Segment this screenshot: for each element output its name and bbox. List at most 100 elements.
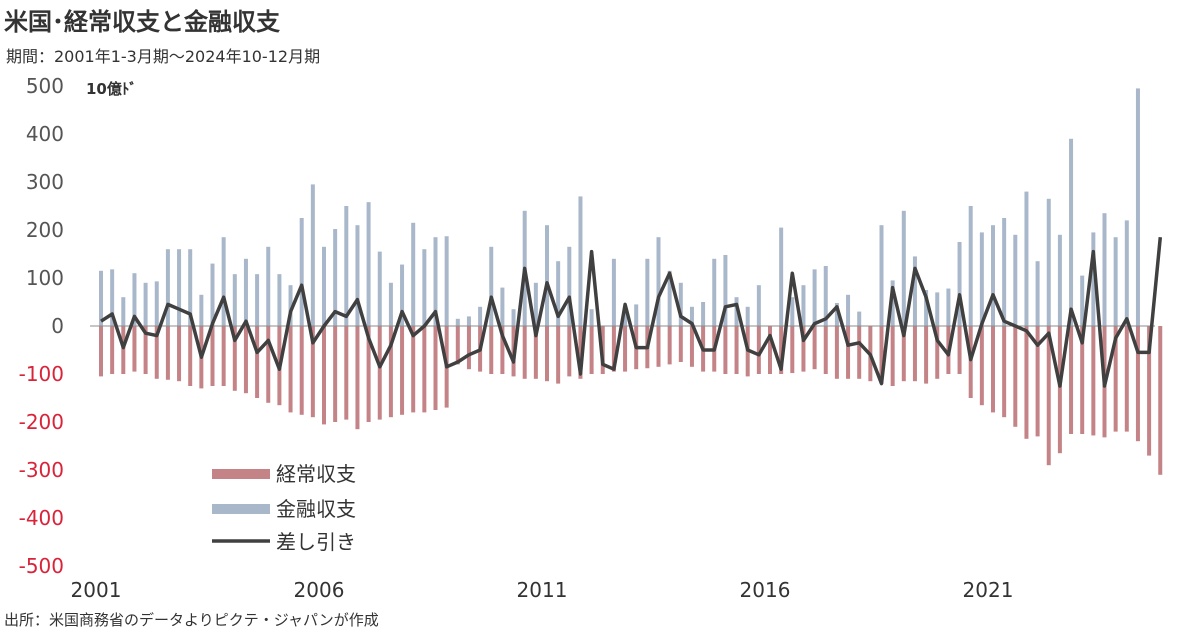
current-account-bar — [143, 326, 148, 374]
financial-account-bar — [991, 225, 995, 326]
financial-account-bar — [712, 258, 717, 326]
y-tick-label: 500 — [26, 74, 64, 98]
financial-account-bar — [1135, 88, 1140, 327]
current-account-bar — [1002, 326, 1007, 418]
financial-account-bar — [154, 281, 159, 326]
current-account-bar — [768, 326, 772, 374]
unit-label: 10億ﾄﾞ — [86, 80, 137, 98]
financial-account-bar — [478, 306, 483, 326]
financial-account-bar — [388, 282, 393, 326]
financial-account-bar — [243, 258, 248, 326]
financial-account-bar — [466, 316, 471, 326]
current-account-bar — [1080, 326, 1085, 434]
financial-account-bar — [132, 273, 137, 326]
financial-account-bar — [901, 210, 906, 326]
current-account-bar — [522, 326, 527, 379]
current-account-bar — [388, 326, 393, 418]
current-account-bar — [154, 326, 159, 379]
current-account-bar — [232, 326, 237, 391]
financial-account-bar — [177, 249, 182, 326]
current-account-bar — [377, 326, 382, 420]
current-account-bar — [422, 326, 427, 413]
financial-account-bar — [611, 258, 616, 326]
financial-account-bar — [935, 292, 940, 326]
financial-account-bar — [912, 256, 917, 326]
current-account-bar — [1147, 326, 1152, 456]
current-account-bar — [968, 326, 973, 398]
current-account-bar — [678, 326, 683, 362]
financial-account-bar — [500, 287, 505, 326]
current-account-bar — [1013, 326, 1018, 427]
current-account-bar — [611, 326, 616, 372]
current-account-bar — [723, 326, 728, 374]
current-account-bar — [500, 326, 505, 374]
financial-account-bar — [1035, 261, 1040, 326]
legend-label-financial-account: 金融収支 — [276, 497, 356, 521]
financial-account-bar — [890, 280, 895, 326]
financial-account-bar — [199, 294, 204, 326]
financial-account-bar — [1102, 213, 1107, 326]
financial-account-bar — [1002, 218, 1007, 326]
financial-account-bar — [756, 285, 761, 326]
current-account-bar — [879, 326, 884, 384]
financial-account-bar — [634, 304, 639, 326]
financial-account-bar — [701, 302, 706, 326]
financial-account-bar — [322, 246, 326, 326]
current-account-bar — [243, 326, 248, 394]
financial-account-bar — [1080, 275, 1085, 326]
current-account-bar — [355, 326, 360, 430]
financial-account-bar — [857, 311, 862, 326]
y-tick-label: -500 — [19, 554, 64, 578]
financial-account-bar — [232, 274, 237, 326]
current-account-bar — [99, 326, 103, 377]
financial-account-bar — [1124, 220, 1129, 326]
financial-account-bar — [745, 306, 750, 326]
financial-account-bars — [99, 88, 1140, 327]
current-account-bar — [756, 326, 761, 374]
current-account-bar — [779, 326, 784, 374]
financial-account-bar — [99, 270, 103, 326]
financial-account-bar — [1024, 191, 1029, 326]
financial-account-bar — [589, 309, 594, 326]
current-account-bar — [1046, 326, 1051, 466]
y-tick-label: 0 — [51, 314, 64, 338]
current-account-bar — [322, 326, 326, 425]
financial-account-bar — [734, 297, 739, 326]
current-account-bar — [667, 326, 672, 365]
current-account-bar — [210, 326, 215, 386]
current-account-bar — [221, 326, 226, 386]
financial-account-bar — [355, 225, 360, 326]
current-account-bar — [834, 326, 839, 379]
y-axis-ticks: 500 400 300 200 100 0 -100 -200 -300 -400 -500 — [19, 74, 64, 578]
financial-account-bar — [689, 306, 694, 326]
financial-account-bar — [578, 196, 583, 326]
financial-account-bar — [645, 258, 650, 326]
current-account-bar — [455, 326, 460, 365]
financial-account-bar — [255, 274, 260, 326]
financial-account-bar — [801, 285, 806, 326]
current-account-bar — [411, 326, 416, 413]
current-account-bar — [188, 326, 193, 386]
financial-account-bar — [968, 206, 973, 326]
current-account-bar — [890, 326, 895, 386]
current-account-bar — [578, 326, 583, 379]
current-account-bar — [567, 326, 572, 377]
financial-account-bar — [433, 237, 438, 326]
current-account-bar — [656, 326, 661, 367]
financial-account-bar — [1057, 234, 1062, 326]
financial-account-bar — [834, 302, 839, 326]
current-account-bar — [1113, 326, 1118, 432]
current-account-bar — [823, 326, 828, 374]
current-account-bar — [400, 326, 405, 415]
x-tick-label: 2001 — [71, 578, 122, 602]
current-account-bar — [533, 326, 538, 379]
financial-account-bar — [1091, 232, 1096, 326]
current-account-bar — [489, 326, 494, 374]
current-account-bar — [545, 326, 549, 382]
financial-account-bar — [1046, 198, 1051, 326]
financial-account-bar — [790, 297, 795, 326]
financial-account-bar — [533, 282, 538, 326]
financial-account-bar — [400, 264, 405, 326]
legend-label-current-account: 経常収支 — [276, 462, 356, 486]
